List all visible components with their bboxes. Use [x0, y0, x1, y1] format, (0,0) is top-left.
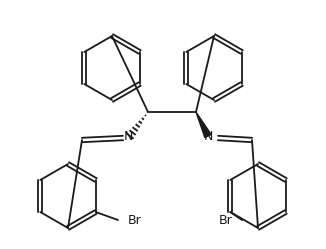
Polygon shape: [196, 112, 211, 137]
Text: N: N: [123, 129, 133, 142]
Text: Br: Br: [218, 213, 232, 227]
Text: N: N: [203, 129, 213, 142]
Text: Br: Br: [128, 213, 142, 227]
